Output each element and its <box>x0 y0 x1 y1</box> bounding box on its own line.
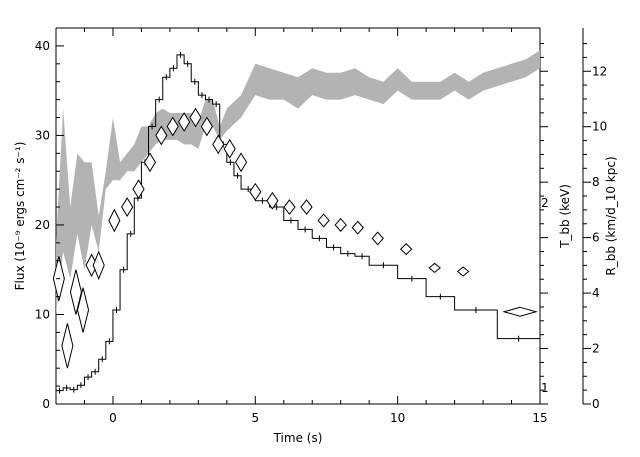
flux-tick-label: 20 <box>35 218 50 232</box>
temperature-point <box>155 125 168 146</box>
radius-tick-label: 12 <box>592 64 607 78</box>
temperature-point <box>108 208 121 233</box>
flux-tick-label: 40 <box>35 39 50 53</box>
temperature-point <box>200 116 213 137</box>
temperature-point <box>189 107 202 128</box>
x-tick-label: 0 <box>109 411 117 425</box>
radius-band-layer <box>56 50 540 315</box>
temperature-point <box>317 213 330 228</box>
radius-tick-label: 4 <box>592 286 600 300</box>
temperature-point <box>212 134 225 155</box>
temperature-point <box>334 217 347 232</box>
temperature-point <box>502 306 538 317</box>
temperature-point <box>249 182 262 201</box>
radius-tick-label: 0 <box>592 397 600 411</box>
radius-tick-label: 10 <box>592 120 607 134</box>
ticks-layer <box>55 27 591 405</box>
temperature-point <box>300 199 313 216</box>
temperature-point <box>178 112 191 132</box>
temperature-point <box>92 250 105 280</box>
flux-tick-label: 30 <box>35 128 50 142</box>
radius-tick-label: 8 <box>592 175 600 189</box>
temperature-point <box>143 152 157 173</box>
temperature-point <box>166 116 179 137</box>
temperature-tick-label: 1 <box>541 381 549 395</box>
flux-tick-label: 0 <box>42 397 50 411</box>
flux-tick-label: 10 <box>35 307 50 321</box>
radius-band <box>56 50 540 315</box>
temperature-point <box>371 231 384 246</box>
temperature-point <box>428 262 441 274</box>
radius-tick-label: 6 <box>592 231 600 245</box>
radius-tick-label: 2 <box>592 342 600 356</box>
temperature-point <box>456 266 470 277</box>
temperature-tick-label: 2 <box>541 196 549 210</box>
temperature-points-layer <box>52 107 538 369</box>
x-tick-label: 10 <box>390 411 405 425</box>
temperature-point <box>266 191 279 210</box>
temperature-point <box>223 138 236 159</box>
temperature-point <box>399 243 413 256</box>
temperature-point <box>283 199 296 216</box>
lightcurve-histogram <box>56 54 540 392</box>
temperature-point <box>61 323 74 369</box>
temperature-point <box>234 152 248 173</box>
plot-frame <box>55 27 584 405</box>
x-tick-label: 15 <box>532 411 547 425</box>
x-tick-label: 5 <box>251 411 259 425</box>
y-axis-label-temperature: T_bb (keV) <box>558 184 572 249</box>
temperature-point <box>121 197 134 217</box>
y-axis-label-radius: R_bb (km/d_10 kpc) <box>604 156 618 275</box>
temperature-point <box>77 287 90 333</box>
lightcurve-layer <box>56 51 540 394</box>
y-axis-label-flux: Flux (10⁻⁹ ergs cm⁻² s⁻¹) <box>13 142 27 291</box>
temperature-point <box>132 179 145 200</box>
temperature-point <box>351 220 364 235</box>
x-axis-label: Time (s) <box>273 431 323 445</box>
temperature-point <box>69 269 82 315</box>
